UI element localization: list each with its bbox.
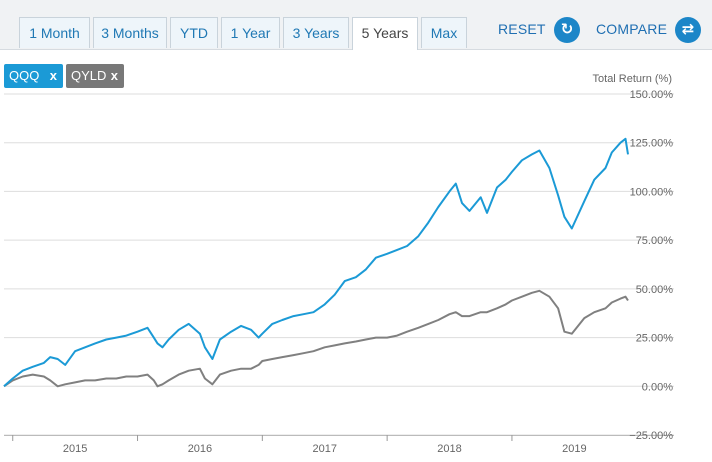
- y-tick-label: 50.00%: [636, 284, 674, 296]
- reset-icon[interactable]: ↻: [554, 17, 580, 43]
- x-tick-label: 2017: [312, 443, 336, 455]
- x-tick-label: 2015: [63, 443, 87, 455]
- remove-ticker-qyld-button[interactable]: x: [110, 68, 118, 83]
- compare-arrows-icon[interactable]: ⇄: [675, 17, 701, 43]
- y-tick-label: 25.00%: [636, 333, 674, 345]
- series-line-qqq: [3, 137, 629, 388]
- range-button-1-month[interactable]: 1 Month: [19, 17, 90, 48]
- y-axis-title: Total Return (%): [593, 73, 672, 85]
- ticker-chip-label: QYLD: [71, 68, 107, 83]
- range-button-3-months[interactable]: 3 Months: [93, 17, 167, 48]
- toolbar: 1 Month 3 Months YTD 1 Year 3 Years 5 Ye…: [0, 0, 712, 50]
- series-line-qyld: [3, 289, 629, 388]
- remove-ticker-qqq-button[interactable]: x: [49, 68, 57, 83]
- y-tick-label: 125.00%: [630, 138, 674, 150]
- y-tick-label: 0.00%: [642, 381, 673, 393]
- y-tick-label: 150.00%: [630, 89, 674, 101]
- ticker-chip-label: QQQ: [9, 68, 40, 83]
- range-button-ytd[interactable]: YTD: [170, 17, 218, 48]
- x-tick-label: 2018: [437, 443, 461, 455]
- reset-button[interactable]: RESET: [498, 21, 546, 37]
- range-button-3-years[interactable]: 3 Years: [283, 17, 349, 48]
- range-button-max[interactable]: Max: [421, 17, 467, 48]
- y-tick-label: 100.00%: [630, 186, 674, 198]
- x-tick-label: 2019: [562, 443, 586, 455]
- ticker-chip-qqq: QQQ x: [4, 64, 63, 88]
- ticker-chip-qyld: QYLD x: [66, 64, 124, 88]
- y-tick-label: −25.00%: [629, 430, 673, 442]
- range-button-5-years[interactable]: 5 Years: [352, 17, 418, 50]
- x-tick-label: 2016: [188, 443, 212, 455]
- compare-button[interactable]: COMPARE: [596, 21, 668, 37]
- range-button-1-year[interactable]: 1 Year: [221, 17, 280, 48]
- y-tick-label: 75.00%: [636, 235, 674, 247]
